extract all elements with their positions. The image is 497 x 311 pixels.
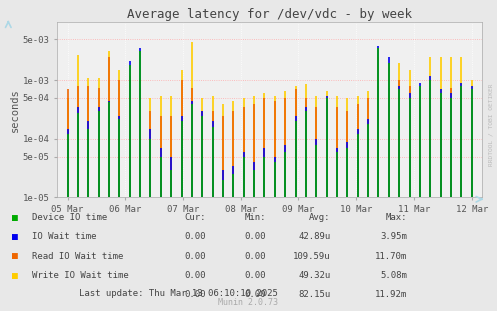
Text: Write IO Wait time: Write IO Wait time: [32, 271, 129, 280]
Text: Cur:: Cur:: [185, 213, 206, 222]
Text: 49.32u: 49.32u: [298, 271, 331, 280]
Text: ■: ■: [12, 271, 18, 281]
Text: 0.00: 0.00: [185, 233, 206, 241]
Text: 0.00: 0.00: [185, 271, 206, 280]
Text: 109.59u: 109.59u: [293, 252, 331, 261]
Text: ■: ■: [12, 232, 18, 242]
Text: Max:: Max:: [386, 213, 408, 222]
Text: ■: ■: [12, 251, 18, 261]
Text: Device IO time: Device IO time: [32, 213, 107, 222]
Text: 0.00: 0.00: [185, 290, 206, 299]
Text: IO Wait time: IO Wait time: [32, 233, 97, 241]
Text: Avg:: Avg:: [309, 213, 331, 222]
Text: 0.00: 0.00: [245, 233, 266, 241]
Title: Average latency for /dev/vdc - by week: Average latency for /dev/vdc - by week: [127, 7, 412, 21]
Text: Min:: Min:: [245, 213, 266, 222]
Text: Read IO Wait time: Read IO Wait time: [32, 252, 124, 261]
Text: 82.15u: 82.15u: [298, 290, 331, 299]
Text: ■: ■: [12, 213, 18, 223]
Text: 0.00: 0.00: [245, 271, 266, 280]
Text: 5.08m: 5.08m: [381, 271, 408, 280]
Text: 0.00: 0.00: [185, 252, 206, 261]
Text: 3.95m: 3.95m: [381, 233, 408, 241]
Text: 11.92m: 11.92m: [375, 290, 408, 299]
Y-axis label: seconds: seconds: [10, 88, 20, 132]
Text: 11.70m: 11.70m: [375, 252, 408, 261]
Text: 0.00: 0.00: [245, 252, 266, 261]
Text: RRDTOOL / TOBI OETIKER: RRDTOOL / TOBI OETIKER: [489, 83, 494, 166]
Text: Last update: Thu Mar 13 06:10:10 2025: Last update: Thu Mar 13 06:10:10 2025: [80, 289, 278, 298]
Text: Munin 2.0.73: Munin 2.0.73: [219, 298, 278, 307]
Text: 42.89u: 42.89u: [298, 233, 331, 241]
Text: 0.00: 0.00: [245, 290, 266, 299]
